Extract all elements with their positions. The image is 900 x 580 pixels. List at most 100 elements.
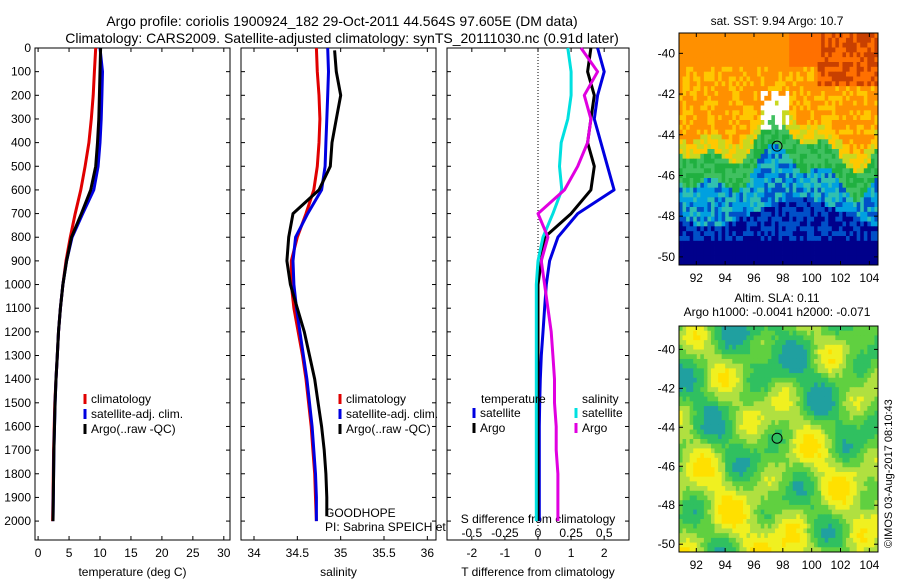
sla-map-cell: [714, 443, 719, 449]
sst-map-cell: [778, 42, 783, 48]
sla-map-cell: [824, 424, 829, 430]
sst-map-cell: [863, 197, 868, 203]
sst-map-cell: [778, 236, 783, 242]
sla-map-cell: [746, 406, 751, 412]
sla-map-cell: [753, 476, 758, 482]
sst-map-cell: [746, 66, 751, 73]
sla-map-cell: [863, 410, 868, 416]
sla-map-cell: [828, 335, 833, 341]
sla-map-cell: [796, 415, 801, 421]
sla-map-cell: [689, 415, 694, 421]
sla-map-cell: [707, 410, 712, 416]
sst-map-cell: [739, 47, 744, 53]
sal-series-1: [291, 47, 330, 522]
sla-map-cell: [760, 420, 765, 426]
sst-map-cell: [831, 33, 836, 39]
sst-map-cell: [846, 202, 850, 208]
sst-map-cell: [785, 207, 790, 213]
sst-map-cell: [838, 187, 843, 193]
sst-map-cell: [835, 231, 840, 237]
sla-map-cell: [732, 424, 737, 430]
sst-map-cell: [746, 182, 751, 189]
sst-map-cell: [753, 105, 758, 111]
sst-map-cell: [799, 110, 804, 116]
sst-map-cell: [710, 236, 715, 242]
sst-map-cell: [814, 211, 818, 218]
sst-map-cell: [682, 202, 687, 208]
sla-map-cell: [700, 344, 705, 350]
sla-map-cell: [735, 344, 740, 350]
sst-map-cell: [842, 42, 847, 48]
sst-map-cell: [732, 245, 737, 251]
sst-map-cell: [803, 86, 808, 92]
sst-map-cell: [725, 52, 730, 58]
sla-map-cell: [785, 344, 790, 350]
sst-map-cell: [774, 178, 779, 184]
sst-map-cell: [742, 124, 747, 131]
sla-map-cell: [679, 420, 683, 426]
sst-map-cell: [846, 197, 850, 203]
sla-map-cell: [874, 401, 879, 407]
sla-map-cell: [703, 476, 708, 482]
sla-map-cell: [764, 358, 769, 365]
sla-map-cell: [867, 373, 872, 379]
sst-map-cell: [785, 158, 790, 164]
sla-map-cell: [789, 354, 794, 360]
sst-map-cell: [778, 120, 783, 126]
sst-map-cell: [856, 173, 861, 179]
sst-map-cell: [757, 66, 762, 73]
sla-map-cell: [806, 368, 811, 374]
sst-map-cell: [739, 71, 744, 77]
sla-map-cell: [806, 453, 811, 459]
sla-map-cell: [746, 476, 751, 482]
sla-map-cell: [735, 340, 740, 346]
sst-map-cell: [774, 216, 779, 222]
sla-map-cell: [853, 344, 858, 350]
sla-map-cell: [725, 467, 730, 473]
sla-map-cell: [714, 434, 719, 440]
sst-map-cell: [707, 221, 712, 227]
sla-map-cell: [838, 420, 843, 426]
sla-map-cell: [757, 410, 762, 416]
sla-map-cell: [721, 373, 726, 379]
sst-map-cell: [686, 255, 691, 261]
sst-map-cell: [693, 250, 698, 256]
sla-map-cell: [817, 326, 822, 332]
sst-map-cell: [693, 66, 698, 73]
sla-map-cell: [764, 424, 769, 430]
sst-map-cell: [750, 168, 755, 174]
sst-map-cell: [742, 76, 747, 82]
sla-map-cell: [693, 382, 698, 388]
legend-label: satellite: [480, 406, 521, 420]
sla-map-cell: [799, 420, 804, 426]
sst-map-cell: [831, 47, 836, 53]
sst-map-cell: [732, 95, 737, 102]
sla-map-cell: [856, 330, 861, 336]
sla-map-cell: [732, 467, 737, 473]
sla-map-cell: [867, 363, 872, 369]
sla-map-cell: [817, 358, 822, 365]
sla-map-cell: [835, 420, 840, 426]
sla-map-cell: [746, 368, 751, 374]
sst-map-cell: [782, 71, 786, 77]
sla-map-cell: [710, 467, 715, 473]
sla-map-cell: [860, 429, 865, 435]
sla-map-cell: [821, 476, 826, 482]
sst-map-cell: [838, 173, 843, 179]
sst-map-cell: [746, 100, 751, 106]
sla-map-cell: [810, 429, 815, 435]
sst-map-cell: [853, 139, 858, 145]
sst-map-cell: [853, 129, 858, 135]
sla-map-cell: [742, 401, 747, 407]
sst-map-cell: [771, 76, 776, 82]
sla-map-cell: [689, 457, 694, 463]
sst-map-cell: [686, 100, 691, 106]
sla-map-cell: [835, 471, 840, 478]
sst-map-cell: [689, 255, 694, 261]
sla-map-cell: [679, 439, 683, 445]
sla-map-cell: [817, 391, 822, 398]
sst-map-cell: [789, 255, 794, 261]
sst-map-cell: [718, 207, 723, 213]
sla-map-cell: [718, 382, 723, 388]
sst-map-cell: [824, 115, 829, 121]
